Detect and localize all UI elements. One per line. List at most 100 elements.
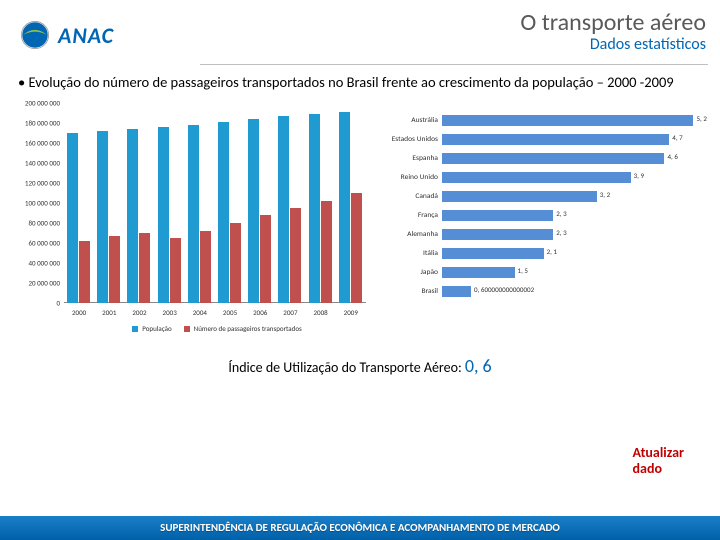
footer-bar: SUPERINTENDÊNCIA DE REGULAÇÃO ECONÔMICA … [0,516,720,540]
hbar-track: 4, 7 [442,134,708,145]
bullet-description: • Evolução do número de passageiros tran… [0,73,720,99]
hbar-row: Reino Unido3, 9 [378,168,708,187]
x-label: 2005 [218,308,242,317]
hbar-track: 5, 2 [442,115,708,126]
globe-icon [18,18,52,52]
hbar [442,210,553,221]
x-label: 2008 [309,308,333,317]
logo-text: ANAC [58,22,114,49]
hbar-track: 2, 3 [442,210,708,221]
update-note: Atualizardado [633,445,684,476]
hbar-value: 4, 7 [672,133,682,142]
hbar [442,134,669,145]
y-tick: 60 000 000 [12,239,60,248]
x-label: 2006 [248,308,272,317]
hbar-row: Espanha 4, 6 [378,149,708,168]
y-tick: 180 000 000 [12,119,60,128]
hbar-label: Japão [378,268,442,277]
hbar-track: 2, 3 [442,229,708,240]
page-subtitle: Dados estatísticos [14,35,706,54]
index-value: 0, 6 [465,355,492,377]
bar [79,241,90,303]
bar [309,114,320,303]
bar [351,193,362,303]
bar [109,236,120,303]
page-title: O transporte aéreo [14,8,706,37]
hbar-value: 1, 5 [518,266,528,275]
bar [218,122,229,303]
y-tick: 120 000 000 [12,179,60,188]
hbar-label: Espanha [378,154,442,163]
legend-item: População [128,324,171,333]
bar-group [309,114,333,303]
hbar [442,267,515,278]
y-tick: 100 000 000 [12,199,60,208]
hbar-row: Estados Unidos 4, 7 [378,130,708,149]
hbar-row: Japão 1, 5 [378,263,708,282]
hbar [442,229,553,240]
bar [248,119,259,303]
hbar-label: Austrália [378,116,442,125]
hbar-row: França2, 3 [378,206,708,225]
hbar-row: Itália2, 1 [378,244,708,263]
bar [339,112,350,303]
bar [321,201,332,303]
x-label: 2002 [127,308,151,317]
bar-x-labels: 2000200120022003200420052006200720082009 [64,308,366,317]
hbar-track: 3, 2 [442,191,708,202]
hbar [442,115,693,126]
hbar-label: França [378,211,442,220]
hbar-row: Brasil 0, 600000000000002 [378,282,708,301]
hbar-value: 4, 6 [667,152,677,161]
hbar-label: Alemanha [378,230,442,239]
index-line: Índice de Utilização do Transporte Aéreo… [0,355,720,377]
hbar [442,286,471,297]
x-label: 2003 [158,308,182,317]
x-label: 2001 [97,308,121,317]
bar [158,127,169,303]
header-divider [200,64,708,65]
x-label: 2000 [67,308,91,317]
bar-group [127,129,151,303]
y-tick: 80 000 000 [12,219,60,228]
y-tick: 20 000 000 [12,279,60,288]
hbar-track: 0, 600000000000002 [442,286,708,297]
bar [260,215,271,303]
legend-swatch [184,326,190,332]
bar [200,231,211,303]
bar [127,129,138,303]
bar-group [97,131,121,303]
hbar-label: Estados Unidos [378,135,442,144]
anac-logo: ANAC [18,18,114,52]
hbar [442,153,664,164]
hbar-label: Itália [378,249,442,258]
bar [67,133,78,303]
y-tick: 140 000 000 [12,159,60,168]
hbar-track: 2, 1 [442,248,708,259]
bar-group [248,119,272,303]
hbar [442,248,544,259]
bar [188,125,199,303]
bar-legend: População Número de passageiros transport… [64,324,366,333]
hbar-track: 3, 9 [442,172,708,183]
bar-group [67,133,91,303]
bar [290,208,301,303]
hbar-label: Brasil [378,287,442,296]
bar-group [188,125,212,303]
index-prefix: Índice de Utilização do Transporte Aéreo… [228,359,465,376]
x-label: 2009 [339,308,363,317]
x-label: 2007 [278,308,302,317]
hbar-chart: Austrália5, 2Estados Unidos4, 7Espanha4,… [378,99,708,329]
bar [278,116,289,303]
bar-group [158,127,182,303]
hbar-track: 1, 5 [442,267,708,278]
hbar-value: 3, 9 [634,171,644,180]
legend-item: Número de passageiros transportados [180,324,302,333]
hbar-row: Austrália5, 2 [378,111,708,130]
bar-group [339,112,363,303]
y-tick: 160 000 000 [12,139,60,148]
hbar-value: 3, 2 [600,190,610,199]
hbar [442,191,597,202]
hbar-label: Canadá [378,192,442,201]
hbar-value: 0, 600000000000002 [474,285,534,294]
